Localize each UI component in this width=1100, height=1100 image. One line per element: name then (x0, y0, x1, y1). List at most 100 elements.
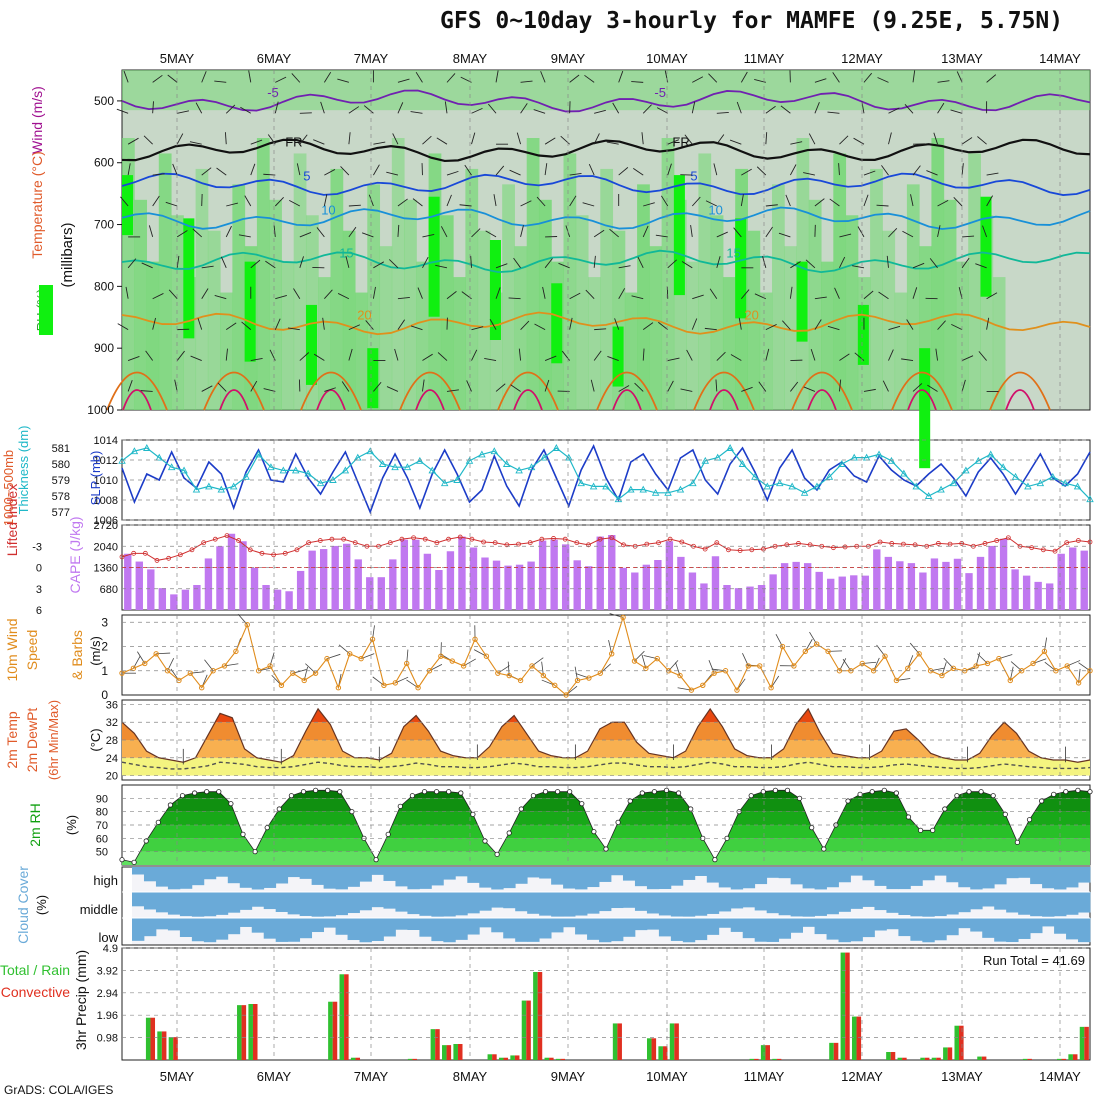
wind-barb (888, 349, 894, 361)
wind-barb (466, 380, 472, 392)
wind-barb (373, 261, 385, 269)
cloud-column (850, 918, 863, 942)
cloud-column (143, 867, 157, 882)
wind-barb (782, 320, 791, 330)
cloud-column (347, 867, 360, 887)
precip-conv-bar (856, 1016, 862, 1060)
precip-total-bar (328, 1001, 333, 1060)
rh-point (337, 789, 343, 795)
wind-barb (348, 324, 361, 331)
date-label-top: 6MAY (257, 51, 292, 66)
wind-barb (274, 318, 281, 330)
wind-barb (958, 286, 963, 299)
wind-barb (224, 132, 227, 145)
axis-label-1000-500: 1000~500mb (1, 450, 16, 526)
wind-speed-point (768, 685, 774, 691)
wind-speed-point (1087, 668, 1093, 674)
wind-barb (741, 168, 752, 176)
thickness-point (527, 463, 536, 471)
cloud-column (658, 918, 672, 937)
precip-conv-bar (412, 1058, 417, 1060)
precip-total-bar (498, 1057, 504, 1060)
wind-barb (680, 388, 693, 392)
cloud-column (754, 892, 768, 911)
precip-total-bar (1068, 1054, 1073, 1060)
cloud-column (371, 867, 384, 875)
wind-barb (520, 80, 533, 83)
wind-barb (516, 132, 522, 145)
cloud-row-high: high (93, 873, 118, 888)
wind-barb (459, 204, 472, 207)
rh-band (649, 246, 663, 410)
rh-band (821, 261, 834, 410)
rh-bright-patch (980, 196, 992, 297)
cloud-column (682, 918, 696, 943)
rh-top-band (122, 70, 1090, 111)
wind-barb (590, 379, 595, 392)
wind-barb (667, 259, 677, 269)
wind-barb (886, 255, 889, 268)
wind-barb (658, 321, 669, 330)
thickness-point (118, 456, 126, 464)
wind-barb (691, 196, 701, 207)
rh-point (119, 857, 125, 863)
thickness-point (614, 495, 623, 503)
cloud-column (431, 867, 444, 886)
wind-barb (655, 234, 668, 238)
wind-barb (471, 349, 478, 361)
thickness-point (416, 456, 424, 464)
precip-conv-bar (947, 1047, 953, 1060)
cloud-column (347, 892, 360, 914)
lifted-index-point (201, 540, 207, 546)
y-tick-label: 1000 (87, 403, 114, 417)
cloud-column (718, 918, 732, 928)
temp-contour-label: 20 (744, 307, 758, 322)
cape-bar (308, 550, 316, 610)
thickness-point (664, 488, 672, 496)
cloud-column (850, 892, 863, 909)
wind-barb (412, 198, 423, 207)
wind-barb (493, 194, 497, 207)
rh-point (821, 846, 827, 852)
thickness-point (850, 453, 858, 461)
wind-barb (854, 352, 865, 361)
footer-credit: GrADS: COLA/IGES (4, 1083, 114, 1097)
thickness-point (403, 463, 412, 471)
rh-bright-patch (428, 196, 440, 317)
wind-barb (341, 381, 350, 392)
cloud-column (335, 918, 348, 935)
wind-barb (201, 265, 214, 269)
rh-point (397, 803, 403, 809)
rh-point (663, 787, 670, 793)
cape-bar (1080, 550, 1088, 610)
lifted-index-point (1075, 538, 1081, 543)
wind-barb (361, 232, 374, 238)
precip-total-bar (157, 1031, 162, 1060)
lifted-index-point (282, 550, 288, 556)
cloud-column (563, 918, 576, 928)
cloud-column (922, 867, 935, 881)
wind-barb (388, 259, 399, 269)
cloud-column (239, 867, 253, 888)
cloud-column (215, 892, 229, 915)
thickness-point (875, 450, 883, 458)
wind-barb (544, 163, 548, 176)
cloud-column (143, 892, 157, 910)
wind-barb (790, 261, 801, 269)
rh-band (686, 261, 699, 410)
wind-barb (715, 379, 718, 392)
wind-barb (177, 110, 190, 114)
cloud-row-low: low (98, 930, 118, 945)
thickness-point (391, 463, 399, 471)
cape-bar (850, 575, 858, 610)
y-tick-label: 700 (94, 218, 114, 232)
rh-point (276, 806, 282, 812)
cloud-column (239, 892, 253, 910)
rh-band (968, 153, 981, 411)
cloud-column (191, 892, 205, 917)
wind-barb (901, 358, 914, 361)
wind-barb (316, 227, 325, 238)
wind-barb (313, 353, 325, 361)
wind-barb (937, 199, 949, 207)
axis-label-lifted-index: Lifted Index (4, 484, 20, 556)
